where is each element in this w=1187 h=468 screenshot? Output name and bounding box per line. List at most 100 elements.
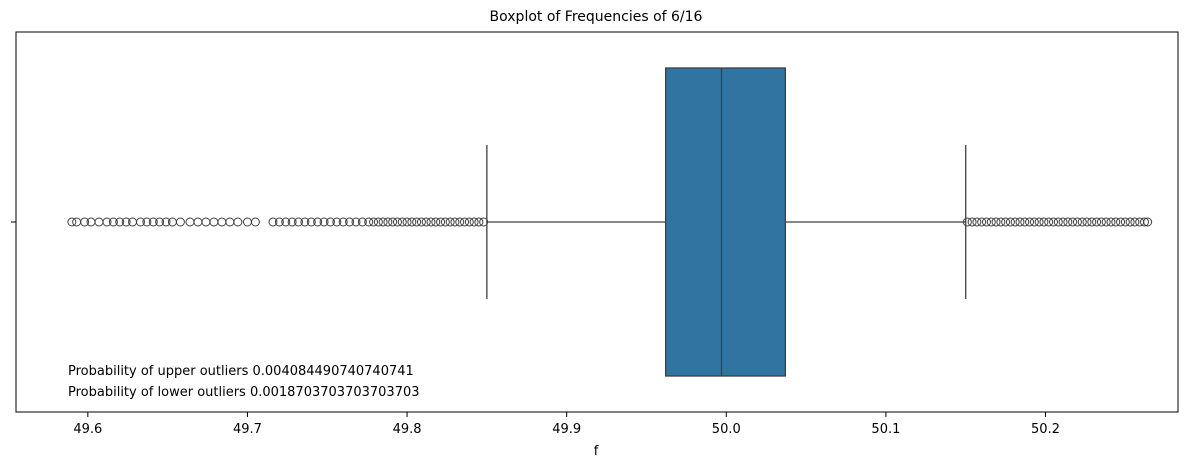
lower-outlier-point [338,217,348,227]
lower-outlier-point [161,217,171,227]
lower-outlier-point [450,217,460,227]
lower-outlier-point [142,217,152,227]
upper-outlier-point [1015,217,1025,227]
lower-outlier-point [412,217,422,227]
upper-outlier-point [1101,217,1111,227]
lower-outlier-point [209,217,219,227]
lower-outlier-point [436,217,446,227]
upper-outlier-point [1053,217,1063,227]
lower-outlier-point [136,217,145,227]
upper-outlier-point [972,217,982,227]
lower-outlier-point [440,217,450,227]
outliers-layer [67,217,1153,227]
lower-outlier-point [445,217,455,227]
lower-outlier-point [364,217,374,227]
upper-outlier-point [1025,217,1035,227]
lower-outlier-point [407,217,417,227]
lower-outlier-point [274,217,284,227]
upper-outlier-point [1049,217,1058,227]
lower-outlier-point [225,217,235,227]
upper-outlier-point [1130,217,1140,227]
annotation-lower-outliers: Probability of lower outliers 0.00187037… [68,385,420,400]
lower-outlier-point [201,217,211,227]
lower-outlier-point [319,217,329,227]
lower-outlier-point [294,217,304,227]
lower-outlier-point [300,217,310,227]
x-tick-label: 49.9 [552,422,581,437]
lower-outlier-point [474,217,484,227]
lower-outlier-point [392,217,402,227]
lower-outlier-point [185,217,195,227]
lower-outlier-point [175,217,185,227]
lower-outlier-point [94,217,104,227]
upper-outlier-point [1039,217,1049,227]
lower-outlier-point [80,217,90,227]
upper-outlier-point [1044,217,1054,227]
lower-outlier-point [155,217,165,227]
upper-outlier-point [1125,217,1135,227]
upper-outlier-point [1010,217,1020,227]
x-tick-label: 50.0 [712,422,741,437]
upper-outlier-point [1116,217,1126,227]
lower-outlier-point [102,217,112,227]
x-tick-label: 50.2 [1031,422,1060,437]
upper-outlier-point [1139,217,1149,227]
upper-outlier-point [977,217,987,227]
upper-outlier-point [1077,217,1087,227]
lower-outlier-point [242,217,252,227]
lower-outlier-point [426,217,436,227]
upper-outlier-point [1082,217,1092,227]
lower-outlier-point [217,217,227,227]
lower-outlier-point [373,217,383,227]
lower-outlier-point [115,217,125,227]
lower-outlier-point [306,217,316,227]
upper-outlier-point [996,217,1006,227]
lower-outlier-point [268,217,278,227]
lower-outlier-point [287,217,297,227]
lower-outlier-point [464,217,474,227]
upper-outlier-point [1005,217,1015,227]
upper-outlier-point [1143,217,1153,227]
annotation-upper-outliers: Probability of upper outliers 0.00408449… [68,364,414,379]
upper-outlier-point [1135,217,1145,227]
upper-outlier-point [1096,217,1106,227]
lower-outlier-point [369,217,379,227]
lower-outlier-point [460,217,470,227]
upper-outlier-point [1063,217,1073,227]
x-axis-ticks: 49.6 49.7 49.8 49.9 50.0 50.1 50.2 [73,412,1060,437]
upper-outlier-point [1034,217,1044,227]
lower-outlier-point [250,217,260,227]
lower-outlier-point [357,217,367,227]
lower-outlier-point [332,217,342,227]
lower-outlier-point [421,217,431,227]
lower-outlier-point [193,217,203,227]
lower-outlier-point [345,217,355,227]
upper-outlier-point [1087,217,1097,227]
lower-outlier-point [121,217,131,227]
upper-outlier-point [1092,217,1102,227]
lower-outlier-point [431,217,441,227]
lower-outlier-point [67,217,77,227]
lower-outlier-point [281,217,291,227]
x-tick-label: 49.8 [393,422,422,437]
upper-outlier-point [1068,217,1078,227]
lower-outlier-point [72,217,82,227]
upper-outlier-point [1029,217,1039,227]
upper-outlier-point [1106,217,1116,227]
upper-outlier-point [1120,217,1130,227]
lower-outlier-point [148,217,158,227]
x-axis-label: f [594,444,599,459]
lower-outlier-point [378,217,388,227]
upper-outlier-point [1111,217,1121,227]
upper-outlier-point [981,217,991,227]
lower-outlier-point [108,217,118,227]
lower-outlier-point [325,217,335,227]
lower-outlier-point [313,217,323,227]
chart-title: Boxplot of Frequencies of 6/16 [490,9,703,25]
upper-outlier-point [967,217,977,227]
upper-outlier-point [1001,217,1011,227]
lower-outlier-point [416,217,426,227]
lower-outlier-point [383,217,393,227]
upper-outlier-point [1058,217,1068,227]
